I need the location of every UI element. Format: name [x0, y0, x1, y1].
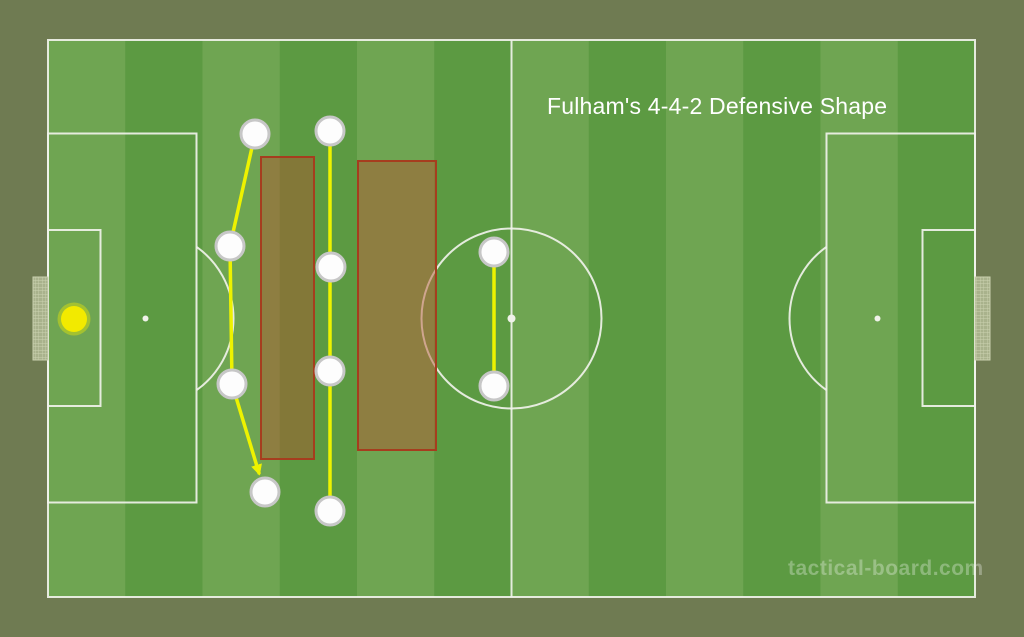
center-spot	[507, 314, 516, 323]
pitch-stripe	[743, 40, 821, 597]
penalty-arc-right	[788, 245, 828, 392]
player-circle[interactable]	[315, 251, 347, 283]
penalty-spot-right	[874, 315, 881, 322]
pitch-stripe	[588, 40, 667, 597]
board-title-annotation[interactable]: Fulham's 4-4-2 Defensive Shape	[547, 93, 888, 119]
pitch-spots	[142, 314, 881, 323]
player-circle[interactable]	[314, 355, 346, 387]
player-circle[interactable]	[478, 370, 510, 402]
pitch-stripe	[434, 40, 512, 597]
ball[interactable]	[61, 306, 87, 332]
zone-rect[interactable]	[260, 156, 315, 460]
player-circle[interactable]	[249, 476, 281, 508]
player-circle[interactable]	[214, 230, 246, 262]
connection-arrow[interactable]	[228, 132, 262, 476]
player-circle[interactable]	[314, 115, 346, 147]
pitch-stripe	[666, 40, 744, 597]
player-circle[interactable]	[314, 495, 346, 527]
pitch-stripe	[125, 40, 203, 597]
zone-rect[interactable]	[357, 160, 437, 451]
penalty-spot-left	[142, 315, 149, 322]
goal-left	[32, 276, 49, 361]
pitch-stripe	[820, 40, 899, 597]
pitch-stripe	[897, 40, 976, 597]
goal-right	[974, 276, 991, 361]
penalty-arc-left	[195, 245, 235, 392]
player-circle[interactable]	[216, 368, 248, 400]
center-circle	[420, 227, 603, 410]
watermark: tactical-board.com	[788, 557, 984, 580]
player-circle[interactable]	[239, 118, 271, 150]
pitch-stripe	[511, 40, 590, 597]
player-circle[interactable]	[478, 236, 510, 268]
